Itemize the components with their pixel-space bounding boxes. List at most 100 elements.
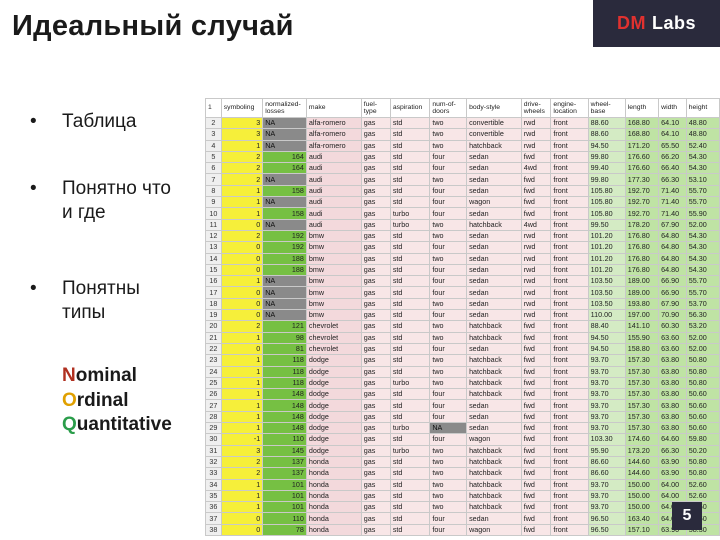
table-cell[interactable]: front xyxy=(550,275,589,288)
table-cell[interactable]: 188 xyxy=(262,263,307,277)
table-cell[interactable]: 54.30 xyxy=(685,241,720,254)
table-cell[interactable]: front xyxy=(550,297,589,311)
table-cell[interactable]: 144.60 xyxy=(624,455,660,469)
table-cell[interactable]: 78 xyxy=(262,523,307,536)
table-cell[interactable]: fwd xyxy=(520,365,552,378)
table-cell[interactable]: rwd xyxy=(520,263,552,277)
table-cell[interactable]: chevrolet xyxy=(305,320,362,333)
table-cell[interactable]: gas xyxy=(360,422,391,435)
table-cell[interactable]: 88.40 xyxy=(587,320,626,333)
table-cell[interactable]: 64.80 xyxy=(658,241,687,254)
table-cell[interactable]: dodge xyxy=(305,410,362,424)
table-cell[interactable]: 93.70 xyxy=(587,376,626,390)
table-cell[interactable]: two xyxy=(429,320,468,333)
table-cell[interactable]: fwd xyxy=(520,342,552,356)
table-cell[interactable]: std xyxy=(389,455,431,469)
table-cell[interactable]: gas xyxy=(360,150,391,164)
table-cell[interactable]: 173.20 xyxy=(624,444,660,457)
table-cell[interactable]: 53.10 xyxy=(685,173,720,186)
table-cell[interactable]: two xyxy=(429,444,468,457)
table-cell[interactable]: front xyxy=(550,116,589,130)
table-cell[interactable]: front xyxy=(550,342,589,356)
table-cell[interactable]: hatchback xyxy=(466,354,522,367)
table-cell[interactable]: front xyxy=(550,241,589,254)
row-number[interactable]: 10 xyxy=(205,207,222,220)
table-cell[interactable]: fwd xyxy=(520,501,552,514)
table-cell[interactable]: 52.00 xyxy=(685,331,720,344)
table-cell[interactable]: 148 xyxy=(262,410,307,424)
table-cell[interactable]: fwd xyxy=(520,467,552,480)
table-cell[interactable]: 93.70 xyxy=(587,388,626,401)
table-cell[interactable]: fwd xyxy=(520,422,552,435)
table-cell[interactable]: 176.80 xyxy=(624,241,660,254)
row-number[interactable]: 28 xyxy=(205,410,222,424)
table-cell[interactable]: four xyxy=(429,512,468,525)
table-cell[interactable]: bmw xyxy=(305,252,362,265)
table-cell[interactable]: four xyxy=(429,286,468,299)
table-cell[interactable]: sedan xyxy=(466,150,522,164)
table-cell[interactable]: 86.60 xyxy=(587,455,626,469)
table-cell[interactable]: std xyxy=(389,196,431,209)
row-number[interactable]: 6 xyxy=(205,162,222,175)
table-cell[interactable]: fwd xyxy=(520,512,552,525)
table-cell[interactable]: std xyxy=(389,523,431,536)
table-cell[interactable]: fwd xyxy=(520,150,552,164)
table-cell[interactable]: hatchback xyxy=(466,489,522,503)
table-cell[interactable]: gas xyxy=(360,309,391,322)
table-cell[interactable]: gas xyxy=(360,252,391,265)
table-cell[interactable]: std xyxy=(389,467,431,480)
table-cell[interactable]: 101 xyxy=(262,501,307,514)
table-cell[interactable]: 110.00 xyxy=(587,309,626,322)
table-cell[interactable]: sedan xyxy=(466,286,522,299)
row-number[interactable]: 8 xyxy=(205,184,222,198)
row-number[interactable]: 33 xyxy=(205,467,222,480)
table-cell[interactable]: 67.90 xyxy=(658,218,687,231)
table-cell[interactable]: wagon xyxy=(466,523,522,536)
table-cell[interactable]: 4wd xyxy=(520,218,552,231)
table-cell[interactable]: 137 xyxy=(262,467,307,480)
table-cell[interactable]: honda xyxy=(305,478,362,491)
table-cell[interactable]: gas xyxy=(360,512,391,525)
table-cell[interactable]: sedan xyxy=(466,263,522,277)
row-number[interactable]: 4 xyxy=(205,139,222,152)
table-cell[interactable]: 189.00 xyxy=(624,275,660,288)
table-cell[interactable]: two xyxy=(429,501,468,514)
table-cell[interactable]: sedan xyxy=(466,512,522,525)
table-cell[interactable]: std xyxy=(389,354,431,367)
table-cell[interactable]: two xyxy=(429,376,468,390)
table-cell[interactable]: 94.50 xyxy=(587,139,626,152)
row-number[interactable]: 19 xyxy=(205,309,222,322)
table-cell[interactable]: bmw xyxy=(305,263,362,277)
row-number[interactable]: 27 xyxy=(205,399,222,412)
table-cell[interactable]: 157.30 xyxy=(624,376,660,390)
table-cell[interactable]: gas xyxy=(360,286,391,299)
column-header[interactable]: num-of-doors xyxy=(429,98,468,118)
table-cell[interactable]: gas xyxy=(360,229,391,243)
table-cell[interactable]: 88.60 xyxy=(587,128,626,141)
table-cell[interactable]: NA xyxy=(262,173,307,186)
table-cell[interactable]: 56.30 xyxy=(685,309,720,322)
table-cell[interactable]: 1 xyxy=(220,422,264,435)
table-cell[interactable]: 1 xyxy=(220,331,264,344)
column-header[interactable]: aspiration xyxy=(389,98,431,118)
table-cell[interactable]: std xyxy=(389,263,431,277)
table-cell[interactable]: 50.80 xyxy=(685,365,720,378)
table-cell[interactable]: two xyxy=(429,116,468,130)
table-cell[interactable]: 0 xyxy=(220,241,264,254)
table-cell[interactable]: 141.10 xyxy=(624,320,660,333)
table-cell[interactable]: 178.20 xyxy=(624,218,660,231)
table-cell[interactable]: two xyxy=(429,489,468,503)
table-cell[interactable]: 157.30 xyxy=(624,388,660,401)
table-cell[interactable]: 93.70 xyxy=(587,365,626,378)
table-cell[interactable]: 176.80 xyxy=(624,229,660,243)
table-cell[interactable]: rwd xyxy=(520,139,552,152)
table-cell[interactable]: 150.00 xyxy=(624,501,660,514)
table-cell[interactable]: gas xyxy=(360,173,391,186)
table-cell[interactable]: 101.20 xyxy=(587,263,626,277)
table-cell[interactable]: gas xyxy=(360,444,391,457)
table-cell[interactable]: wagon xyxy=(466,196,522,209)
table-cell[interactable]: std xyxy=(389,162,431,175)
table-cell[interactable]: 70.90 xyxy=(658,309,687,322)
table-cell[interactable]: 63.80 xyxy=(658,399,687,412)
table-cell[interactable]: front xyxy=(550,162,589,175)
